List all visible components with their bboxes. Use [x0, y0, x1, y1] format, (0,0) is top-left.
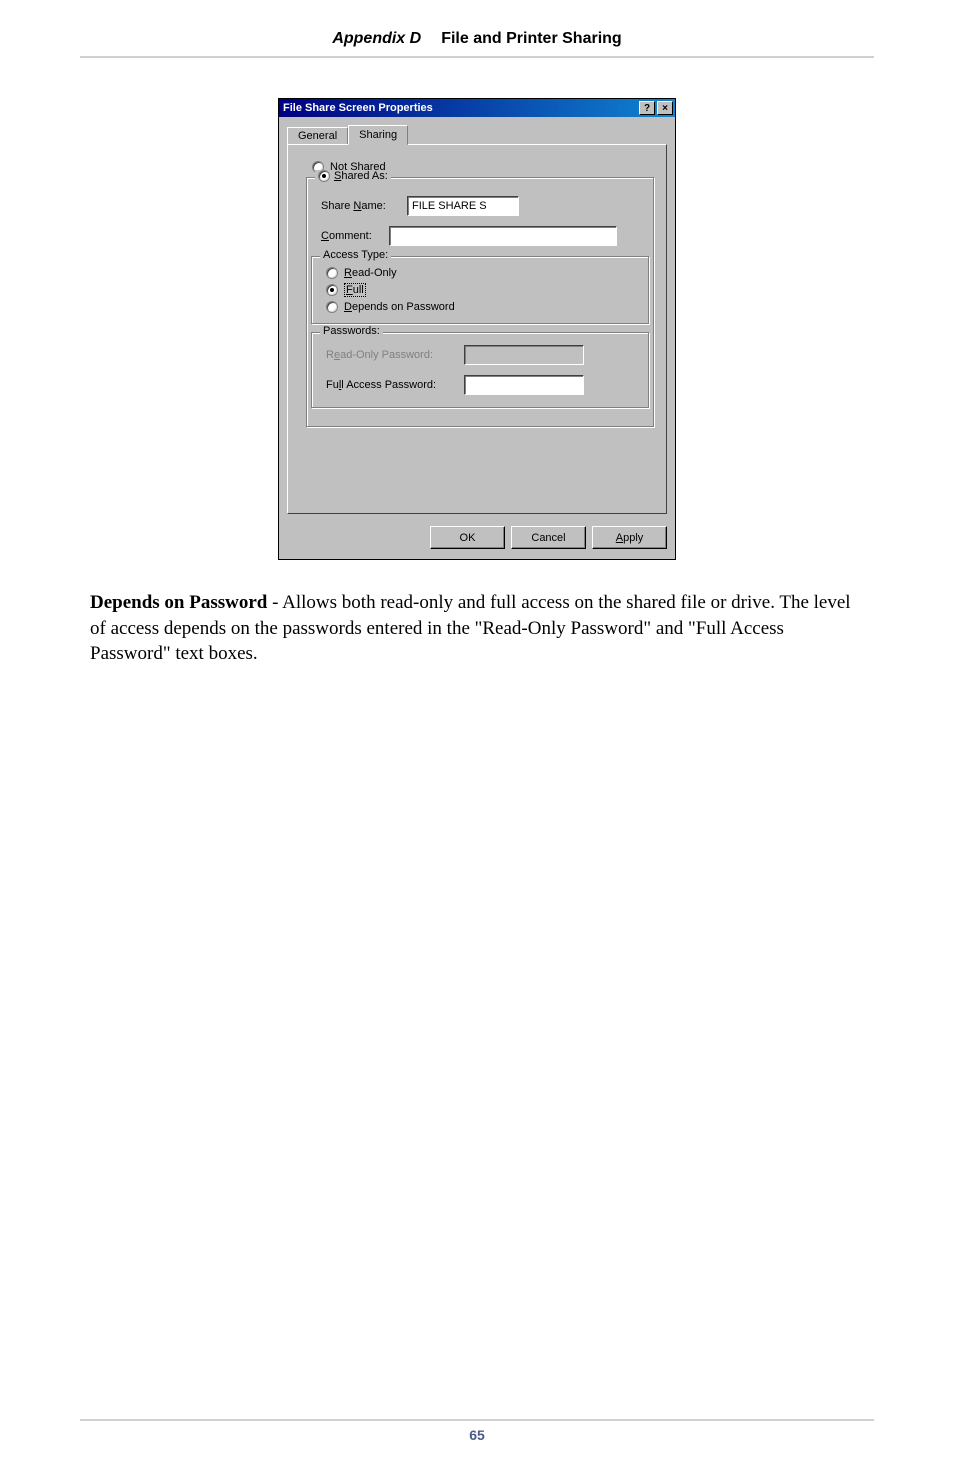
- properties-dialog: File Share Screen Properties ? × General…: [278, 98, 676, 560]
- comment-input[interactable]: [389, 226, 617, 246]
- radio-icon: [326, 267, 338, 279]
- shared-as-label: Shared As:: [334, 170, 388, 182]
- titlebar: File Share Screen Properties ? ×: [279, 99, 675, 117]
- share-name-input[interactable]: [407, 196, 519, 216]
- full-pwd-label: Full Access Password:: [326, 379, 456, 391]
- dialog-body: General Sharing Not Shared Shared As:: [279, 117, 675, 559]
- body-paragraph: Depends on Password - Allows both read-o…: [90, 590, 864, 667]
- footer-divider: [80, 1419, 874, 1421]
- depends-radio[interactable]: Depends on Password: [326, 301, 638, 313]
- readonly-pwd-input: [464, 345, 584, 365]
- tabs: General Sharing: [287, 125, 667, 144]
- titlebar-title: File Share Screen Properties: [283, 102, 433, 114]
- header-appendix: Appendix D: [332, 30, 421, 47]
- comment-label: Comment:: [321, 230, 381, 242]
- cancel-button[interactable]: Cancel: [511, 526, 586, 549]
- page-header: Appendix D File and Printer Sharing: [80, 0, 874, 58]
- titlebar-buttons: ? ×: [637, 101, 673, 115]
- radio-icon: [326, 284, 338, 296]
- share-name-row: Share Name:: [321, 196, 643, 216]
- comment-row: Comment:: [321, 226, 643, 246]
- readonly-pwd-label: Read-Only Password:: [326, 349, 456, 361]
- tab-content: Not Shared Shared As: Share Name:: [287, 144, 667, 514]
- radio-icon: [318, 170, 330, 182]
- full-pwd-row: Full Access Password:: [326, 375, 638, 395]
- page-footer: 65: [0, 1419, 954, 1445]
- page-number: 65: [469, 1427, 485, 1443]
- ok-button[interactable]: OK: [430, 526, 505, 549]
- tab-sharing[interactable]: Sharing: [348, 125, 408, 145]
- radio-icon: [326, 301, 338, 313]
- shared-as-radio[interactable]: Shared As:: [315, 170, 391, 182]
- close-button[interactable]: ×: [657, 101, 673, 115]
- shared-as-group: Shared As: Share Name: Comment:: [306, 177, 654, 427]
- apply-button[interactable]: Apply: [592, 526, 667, 549]
- full-pwd-input[interactable]: [464, 375, 584, 395]
- depends-label: Depends on Password: [344, 301, 455, 313]
- readonly-label: Read-Only: [344, 267, 397, 279]
- full-radio[interactable]: Full: [326, 283, 638, 297]
- access-type-group: Access Type: Read-Only Full: [311, 256, 649, 324]
- dialog-container: File Share Screen Properties ? × General…: [0, 98, 954, 560]
- readonly-radio[interactable]: Read-Only: [326, 267, 638, 279]
- tab-general[interactable]: General: [287, 127, 348, 144]
- readonly-pwd-row: Read-Only Password:: [326, 345, 638, 365]
- para-bold: Depends on Password: [90, 592, 267, 613]
- full-label: Full: [344, 283, 366, 297]
- passwords-group: Passwords: Read-Only Password: Full Acce…: [311, 332, 649, 408]
- passwords-legend: Passwords:: [320, 325, 383, 337]
- dialog-buttons: OK Cancel Apply: [287, 526, 667, 549]
- header-title: File and Printer Sharing: [441, 30, 621, 47]
- help-button[interactable]: ?: [639, 101, 655, 115]
- access-type-legend: Access Type:: [320, 249, 391, 261]
- share-name-label: Share Name:: [321, 200, 399, 212]
